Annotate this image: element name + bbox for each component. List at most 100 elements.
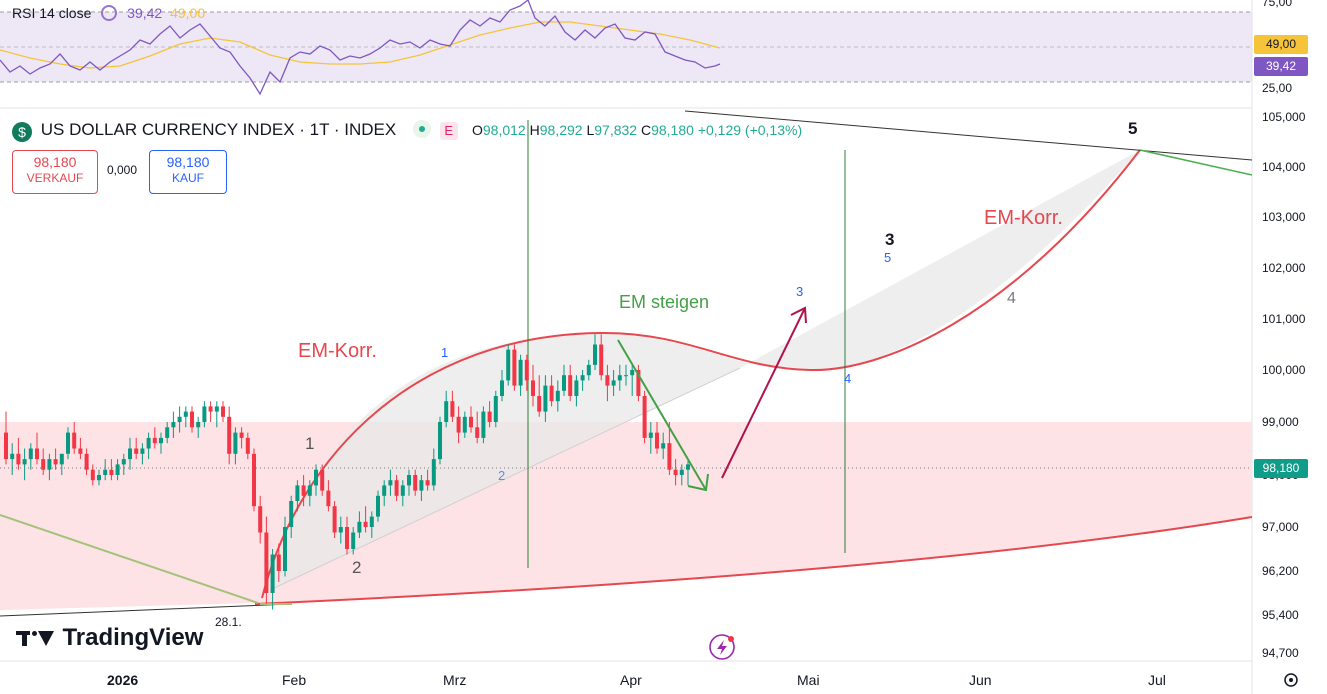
candle-body	[351, 532, 356, 549]
candle-body	[462, 416, 467, 433]
candle-body	[28, 448, 33, 460]
candle-body	[35, 448, 39, 460]
em-korr-arc	[261, 149, 1141, 599]
candle-body	[97, 475, 101, 481]
y-tick: 100,000	[1262, 363, 1306, 377]
candle-body	[283, 527, 287, 571]
candle-body	[369, 516, 374, 527]
wave-5-black-label[interactable]: 5	[1128, 119, 1138, 138]
x-tick: Mrz	[443, 672, 467, 688]
wave-2-label[interactable]: 2	[352, 558, 362, 577]
date-marker: 28.1.	[215, 615, 242, 629]
candle-body	[555, 390, 560, 402]
candle-body	[320, 469, 325, 491]
refresh-icon[interactable]	[101, 5, 118, 21]
high-label: H	[529, 122, 540, 138]
candle-body	[469, 416, 473, 428]
open-value: 98,012	[482, 122, 526, 138]
em-korr-right-label[interactable]: EM-Korr.	[984, 207, 1063, 229]
y-tick: 102,000	[1262, 261, 1306, 275]
wave-3-arrow	[721, 307, 806, 479]
support-zone	[0, 422, 1252, 610]
y-tick: 99,000	[1262, 415, 1299, 429]
symbol-title[interactable]: US DOLLAR CURRENCY INDEX · 1T · INDEX	[40, 120, 397, 139]
candle-body	[84, 453, 89, 470]
candle-body	[512, 349, 517, 386]
candle-body	[456, 416, 461, 433]
candle-body	[568, 375, 573, 396]
wave-3-blue-label[interactable]: 3	[796, 284, 804, 299]
candle-body	[475, 427, 480, 438]
open-label: O	[472, 122, 483, 138]
gear-icon[interactable]	[1284, 673, 1298, 687]
candle-body	[642, 396, 647, 438]
candle-body	[121, 459, 126, 465]
buy-price: 98,180	[166, 154, 210, 170]
candle-body	[245, 437, 250, 454]
candle-body	[233, 432, 238, 454]
candle-body	[648, 432, 653, 438]
candle-body	[574, 380, 579, 396]
x-tick: Jul	[1148, 672, 1166, 688]
current-price-tag: 98,180	[1254, 459, 1308, 478]
candle-body	[518, 359, 523, 386]
candle-body	[407, 475, 411, 486]
candle-body	[190, 411, 194, 428]
candle-body	[394, 480, 399, 496]
candle-body	[16, 453, 21, 465]
wave-5-blue-label[interactable]: 5	[884, 250, 892, 265]
em-korr-left-label[interactable]: EM-Korr.	[298, 340, 377, 362]
candle-body	[686, 464, 690, 470]
sell-button[interactable]: 98,180 VERKAUF	[12, 150, 98, 194]
candle-body	[264, 532, 269, 593]
candle-body	[4, 432, 8, 460]
candle-body	[673, 469, 678, 475]
candle-body	[524, 359, 529, 381]
candle-body	[295, 485, 300, 501]
candle-body	[140, 448, 145, 454]
em-steigen-label[interactable]: EM steigen	[619, 292, 710, 312]
projection-band	[262, 150, 1140, 598]
brand-name: TradingView	[62, 624, 204, 651]
close-value: 98,180	[651, 122, 694, 138]
candle-body	[419, 480, 424, 491]
sell-price: 98,180	[33, 154, 77, 170]
rsi-ma-line	[0, 21, 721, 69]
candle-body	[66, 432, 70, 454]
wave-1-label[interactable]: 1	[305, 434, 315, 453]
wave-4-gray-label[interactable]: 4	[1007, 290, 1016, 307]
buy-button[interactable]: 98,180 KAUF	[149, 150, 227, 194]
wave-2-blue-label[interactable]: 2	[498, 468, 506, 483]
candle-body	[47, 459, 52, 470]
candle-body	[326, 490, 331, 507]
flash-dot	[728, 636, 734, 642]
candle-body	[400, 485, 405, 496]
projection-line	[269, 367, 741, 591]
tradingview-logo[interactable]: TradingView	[16, 624, 203, 652]
wave-1-blue-label[interactable]: 1	[441, 345, 449, 360]
candle-body	[345, 527, 349, 549]
wave-4-blue-label[interactable]: 4	[844, 371, 852, 386]
candle-body	[252, 453, 256, 507]
wave-3-black-label[interactable]: 3	[885, 230, 895, 249]
candle-body	[388, 480, 393, 486]
gear-icon-center	[1289, 678, 1293, 682]
symbol-header: $ US DOLLAR CURRENCY INDEX · 1T · INDEX …	[12, 120, 458, 142]
candle-body	[152, 437, 157, 444]
candle-body	[90, 469, 95, 481]
earnings-badge[interactable]: E	[439, 122, 458, 140]
rsi-ma-value: 49,00	[170, 5, 206, 21]
candle-body	[444, 401, 449, 422]
y-tick: 105,000	[1262, 110, 1306, 124]
candle-body	[357, 521, 362, 533]
y-tick: 101,000	[1262, 312, 1306, 326]
buy-label: KAUF	[171, 171, 204, 185]
high-value: 98,292	[539, 122, 583, 138]
rsi-value-tag: 39,42	[1254, 57, 1308, 76]
candle-body	[78, 448, 83, 454]
candle-body	[586, 364, 591, 376]
candle-body	[667, 443, 672, 470]
rsi-ma-tag: 49,00	[1254, 35, 1308, 54]
x-tick: Mai	[797, 672, 820, 688]
